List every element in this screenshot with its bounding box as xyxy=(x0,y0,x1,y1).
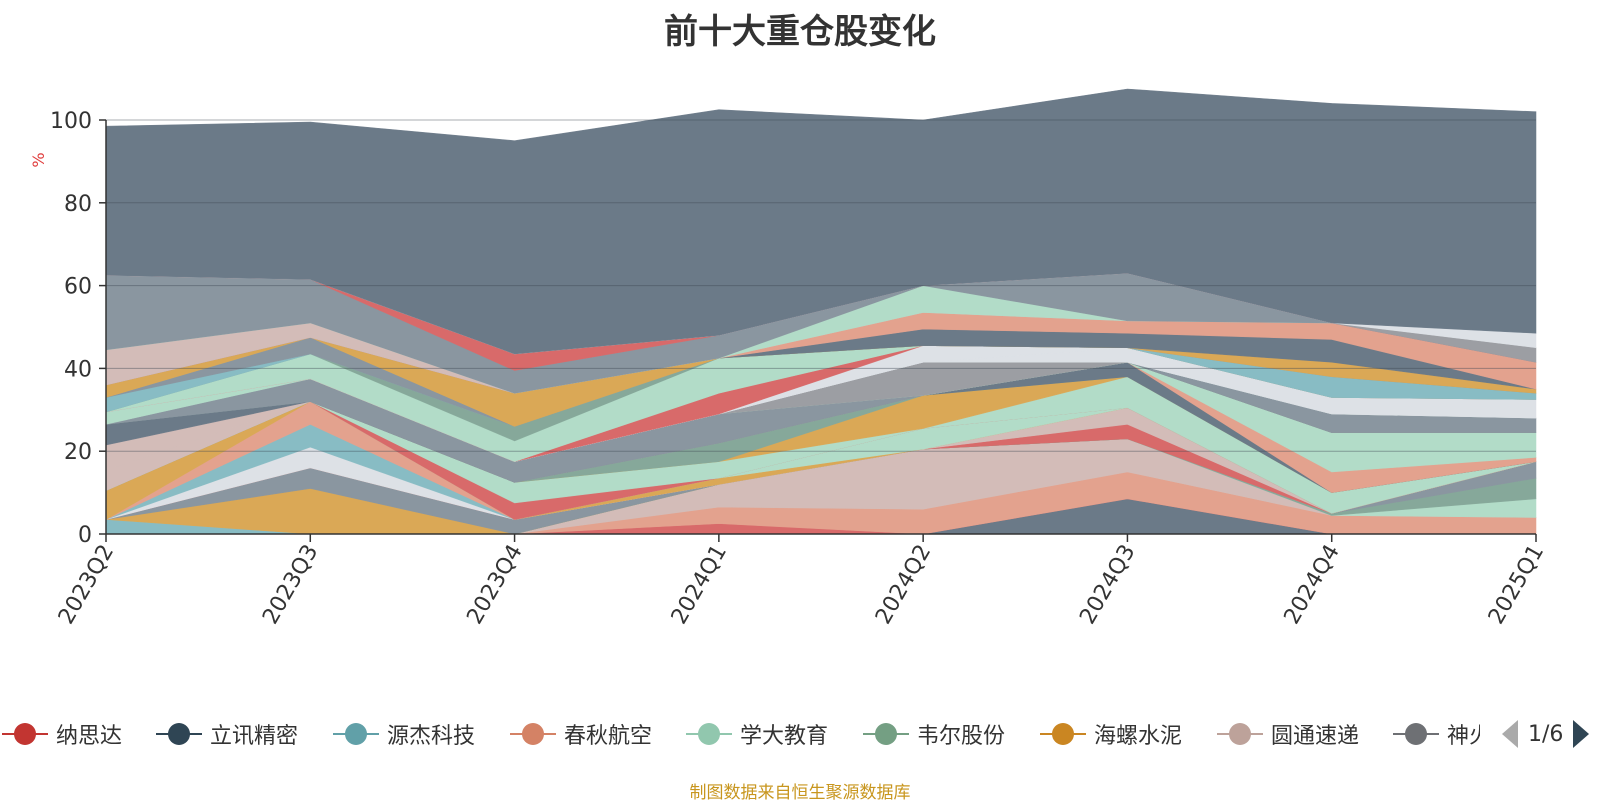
x-tick-label-6: 2024Q4 xyxy=(1280,541,1345,629)
legend-marker-icon xyxy=(1040,723,1086,745)
legend: 纳思达 立讯精密 源杰科技 春秋航空 学大教育 韦尔股份 海螺水泥 圆通速递 神火股份 1/6 xyxy=(0,712,1600,756)
legend-label: 纳思达 xyxy=(56,724,123,749)
legend-marker-icon xyxy=(510,723,556,745)
x-tick-label-3: 2024Q1 xyxy=(667,541,732,629)
x-tick-label-1: 2023Q3 xyxy=(258,541,323,629)
y-tick-label-1: 20 xyxy=(64,440,92,465)
x-tick-label-7: 2025Q1 xyxy=(1484,541,1549,629)
legend-marker-icon xyxy=(863,723,909,745)
grid-lines xyxy=(106,119,1536,452)
legend-item-8[interactable]: 神火股份 xyxy=(1391,712,1480,756)
stacked-area-chart: 0 20 40 60 80 100 2023Q2 2023Q3 2023Q4 2024Q1 2024… xyxy=(29,88,1549,629)
legend-pager: 1/6 xyxy=(1500,718,1591,750)
legend-item-0[interactable]: 纳思达 xyxy=(0,712,122,756)
x-tick-label-2: 2023Q4 xyxy=(462,541,527,629)
legend-items: 纳思达 立讯精密 源杰科技 春秋航空 学大教育 韦尔股份 海螺水泥 圆通速递 神火股份 xyxy=(0,712,1480,756)
legend-marker-icon xyxy=(333,723,379,745)
source-note: 制图数据来自恒生聚源数据库 xyxy=(689,783,911,803)
x-tick-label-0: 2023Q2 xyxy=(54,541,119,629)
legend-item-1[interactable]: 立讯精密 xyxy=(154,712,298,756)
legend-marker-icon xyxy=(2,723,48,745)
legend-item-7[interactable]: 圆通速递 xyxy=(1215,712,1359,756)
legend-next-icon[interactable] xyxy=(1571,719,1591,749)
legend-item-4[interactable]: 学大教育 xyxy=(684,712,828,756)
legend-item-3[interactable]: 春秋航空 xyxy=(508,712,652,756)
x-tick-label-5: 2024Q3 xyxy=(1075,541,1140,629)
legend-page-indicator: 1/6 xyxy=(1528,721,1564,747)
y-tick-label-0: 0 xyxy=(78,523,92,548)
legend-label: 海螺水泥 xyxy=(1094,724,1183,749)
legend-marker-icon xyxy=(156,723,202,745)
legend-marker-icon xyxy=(1217,723,1263,745)
legend-marker-icon xyxy=(1393,723,1439,745)
y-tick-label-5: 100 xyxy=(50,109,92,134)
legend-marker-icon xyxy=(686,723,732,745)
y-tick-label-2: 40 xyxy=(64,357,92,382)
legend-label: 学大教育 xyxy=(740,724,829,749)
chart-title: 前十大重仓股变化 xyxy=(664,12,936,52)
y-axis-label: % xyxy=(29,152,48,167)
legend-item-5[interactable]: 韦尔股份 xyxy=(861,712,1005,756)
x-tick-label-4: 2024Q2 xyxy=(871,541,936,629)
legend-item-2[interactable]: 源杰科技 xyxy=(331,712,475,756)
legend-label: 立讯精密 xyxy=(210,724,299,749)
legend-item-6[interactable]: 海螺水泥 xyxy=(1038,712,1182,756)
legend-label: 源杰科技 xyxy=(387,724,476,749)
y-tick-label-4: 80 xyxy=(64,192,92,217)
legend-label: 春秋航空 xyxy=(564,724,653,749)
legend-label: 神火股份 xyxy=(1447,724,1480,749)
legend-prev-icon[interactable] xyxy=(1500,719,1520,749)
y-tick-label-3: 60 xyxy=(64,275,92,300)
legend-label: 韦尔股份 xyxy=(917,724,1006,749)
area-layers xyxy=(105,88,1537,535)
area-series-49 xyxy=(105,88,1537,355)
legend-label: 圆通速递 xyxy=(1271,724,1360,749)
